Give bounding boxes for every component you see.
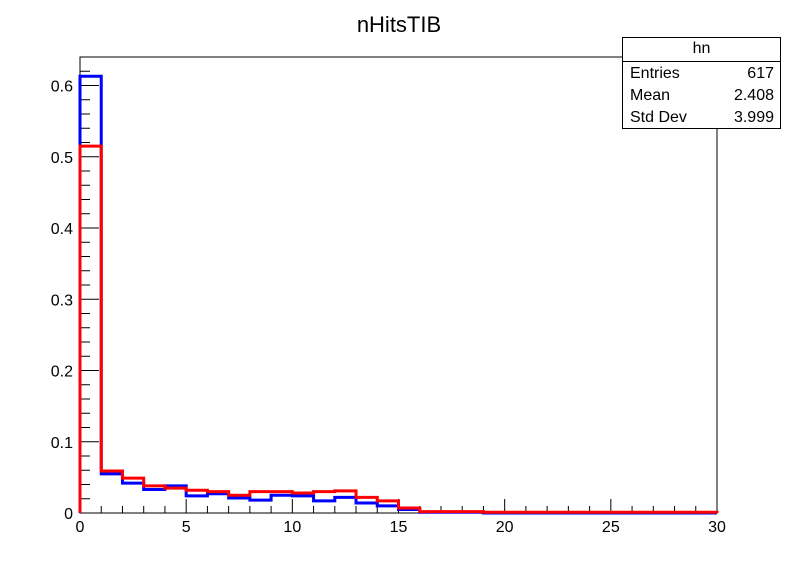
y-tick-label: 0 (64, 506, 73, 523)
x-tick-label: 0 (76, 519, 85, 536)
x-tick-label: 20 (496, 519, 514, 536)
y-tick-label: 0.5 (51, 150, 73, 167)
y-tick-label: 0.6 (51, 79, 73, 96)
y-tick-label: 0.2 (51, 364, 73, 381)
x-tick-label: 15 (390, 519, 408, 536)
stats-value: 617 (747, 65, 774, 82)
series-red-histogram (78, 144, 719, 514)
y-tick-label: 0.3 (51, 292, 73, 309)
stats-label: Entries (630, 65, 680, 82)
stats-label: Std Dev (630, 109, 687, 126)
x-tick-label: 10 (283, 519, 301, 536)
stats-title: hn (623, 38, 780, 62)
stats-label: Mean (630, 87, 671, 104)
y-tick-label: 0.1 (51, 435, 73, 452)
y-tick-label: 0.4 (51, 221, 73, 238)
stats-row-entries: Entries 617 (623, 62, 780, 84)
x-tick-label: 25 (602, 519, 620, 536)
stats-value: 2.408 (733, 87, 774, 104)
stats-row-stddev: Std Dev 3.999 (623, 106, 780, 128)
x-tick-label: 30 (708, 519, 726, 536)
chart-title: nHitsTIB (357, 12, 441, 37)
stats-box: hn Entries 617 Mean 2.408 Std Dev 3.999 (622, 37, 781, 129)
x-tick-label: 5 (182, 519, 191, 536)
stats-value: 3.999 (733, 109, 774, 126)
series-blue-histogram (78, 74, 717, 515)
stats-row-mean: Mean 2.408 (623, 84, 780, 106)
